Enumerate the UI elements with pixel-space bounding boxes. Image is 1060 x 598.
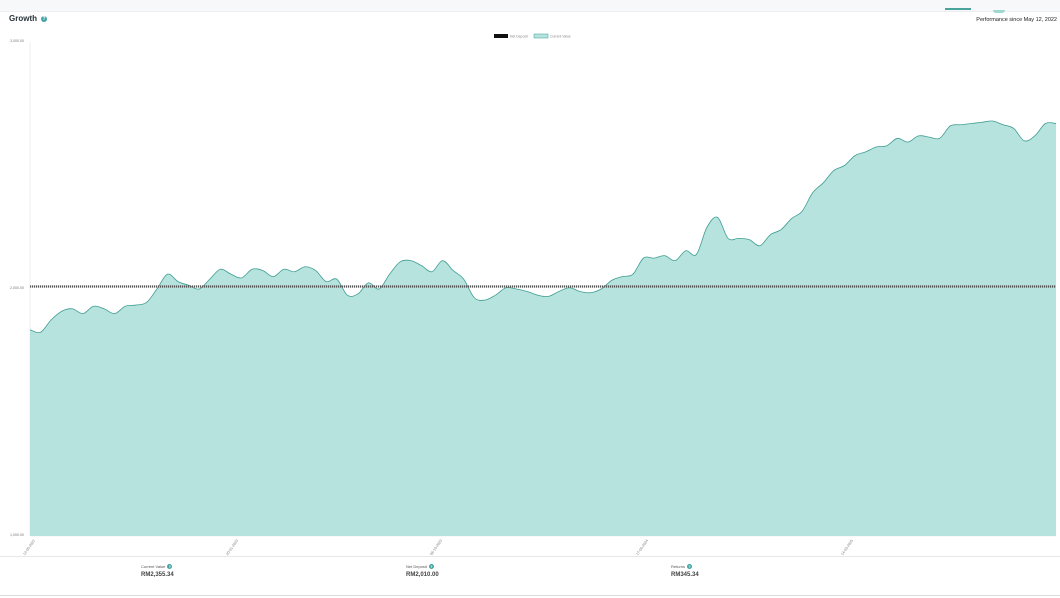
stat-value-returns: RM345.34 xyxy=(671,572,699,578)
y-tick-label-middle: 2,000.00 xyxy=(10,286,24,290)
stat-returns: Returns? RM345.34 xyxy=(671,564,699,578)
help-icon[interactable]: ? xyxy=(167,564,173,569)
current-value-area[interactable] xyxy=(30,120,1056,536)
current-value-line[interactable] xyxy=(29,120,1057,334)
growth-chart: Net Deposit Current Value 3,000.00 2,000… xyxy=(10,33,1057,556)
x-tick-label-1: 12-05-2022 xyxy=(22,539,36,556)
footer-divider xyxy=(0,556,1060,557)
page-title: Growth xyxy=(9,14,37,23)
active-tab-indicator xyxy=(945,8,971,10)
stat-value-current-value: RM2,355.34 xyxy=(141,572,174,578)
help-icon[interactable]: ? xyxy=(428,564,434,569)
legend-label-current-value[interactable]: Current Value xyxy=(550,34,571,38)
performance-since-note: Performance since May 12, 2022 xyxy=(976,17,1057,23)
chart-legend: Net Deposit Current Value xyxy=(494,33,571,39)
x-tick-label-3: 08-10-2023 xyxy=(429,539,443,556)
y-tick-label-bottom: 1,000.00 xyxy=(10,533,24,537)
stat-label-returns: Returns xyxy=(671,564,686,569)
stat-label-current-value: Current Value xyxy=(141,564,166,569)
stat-value-net-deposit: RM2,010.00 xyxy=(406,572,439,578)
help-icon[interactable]: ? xyxy=(41,15,47,22)
stat-net-deposit: Net Deposit? RM2,010.00 xyxy=(406,564,439,578)
stat-current-value: Current Value? RM2,355.34 xyxy=(141,564,174,578)
growth-card-header: Growth ? xyxy=(9,14,47,23)
card-bottom-border xyxy=(0,595,1060,596)
x-tick-label-5: 14-03-2025 xyxy=(840,539,854,556)
top-strip xyxy=(0,0,1060,12)
stat-label-net-deposit: Net Deposit xyxy=(406,564,427,569)
help-icon[interactable]: ? xyxy=(687,564,693,569)
legend-label-net-deposit[interactable]: Net Deposit xyxy=(510,34,528,38)
legend-swatch-current-value[interactable] xyxy=(533,33,549,39)
x-tick-label-4: 17-06-2024 xyxy=(635,539,649,556)
legend-swatch-net-deposit[interactable] xyxy=(494,34,508,38)
tab-pill xyxy=(993,10,1005,13)
y-tick-label-top: 3,000.00 xyxy=(10,39,24,43)
x-tick-label-2: 20-01-2023 xyxy=(225,539,239,556)
